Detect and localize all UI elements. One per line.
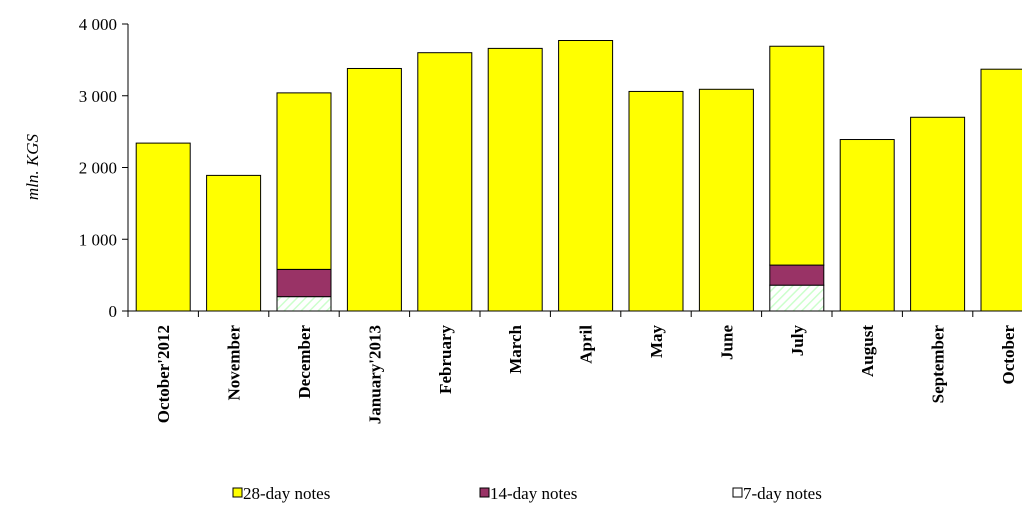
bar-28-day-notes: [417, 52, 473, 312]
bar-28-day-notes: [346, 67, 402, 312]
x-tick-label: October: [999, 325, 1018, 385]
y-tick-label: 2 000: [79, 159, 117, 178]
x-tick-label: January'2013: [365, 325, 384, 424]
bar-28-day-notes: [980, 68, 1022, 312]
y-tick-label: 3 000: [79, 87, 117, 106]
x-axis: October'2012 November December January'2013…: [127, 310, 1022, 424]
legend-swatch: [732, 487, 743, 498]
bar-28-day-notes: [558, 40, 614, 312]
x-tick-label: November: [225, 325, 244, 401]
bar-28-day-notes: [276, 92, 332, 270]
legend-item: 14-day notes: [479, 484, 577, 503]
x-tick-label: August: [858, 325, 877, 377]
bar-28-day-notes: [910, 116, 966, 312]
x-tick-label: July: [788, 325, 807, 357]
bar-28-day-notes: [698, 88, 754, 312]
x-tick-label: March: [506, 324, 525, 373]
x-tick-label: June: [717, 325, 736, 360]
bar-7-day-notes: [276, 296, 332, 312]
bar-28-day-notes: [135, 142, 191, 312]
bar-14-day-notes: [276, 268, 332, 298]
legend-item: 7-day notes: [732, 484, 822, 503]
legend-label: 7-day notes: [743, 484, 822, 503]
y-tick-label: 0: [109, 302, 118, 321]
y-tick-label: 1 000: [79, 230, 117, 249]
legend-swatch: [232, 487, 243, 498]
legend-label: 14-day notes: [490, 484, 577, 503]
bars: [135, 40, 1022, 312]
x-tick-label: October'2012: [154, 325, 173, 423]
bar-28-day-notes: [839, 139, 895, 312]
x-tick-label: May: [647, 325, 666, 359]
bar-28-day-notes: [206, 174, 262, 312]
y-tick-label: 4 000: [79, 15, 117, 34]
legend-label: 28-day notes: [243, 484, 330, 503]
bar-14-day-notes: [769, 264, 825, 286]
legend: 28-day notes 14-day notes 7-day notes: [232, 484, 822, 503]
x-tick-label: September: [929, 325, 948, 404]
bar-28-day-notes: [769, 45, 825, 266]
legend-swatch: [479, 487, 490, 498]
x-tick-label: April: [577, 325, 596, 364]
legend-item: 28-day notes: [232, 484, 330, 503]
bar-28-day-notes: [487, 47, 543, 312]
bar-7-day-notes: [769, 284, 825, 312]
x-tick-label: December: [295, 325, 314, 399]
x-tick-label: February: [436, 325, 455, 394]
bar-28-day-notes: [628, 90, 684, 312]
y-axis-title: mln. KGS: [23, 133, 42, 200]
y-axis: 0 1 000 2 000 3 000 4 000: [79, 15, 129, 321]
